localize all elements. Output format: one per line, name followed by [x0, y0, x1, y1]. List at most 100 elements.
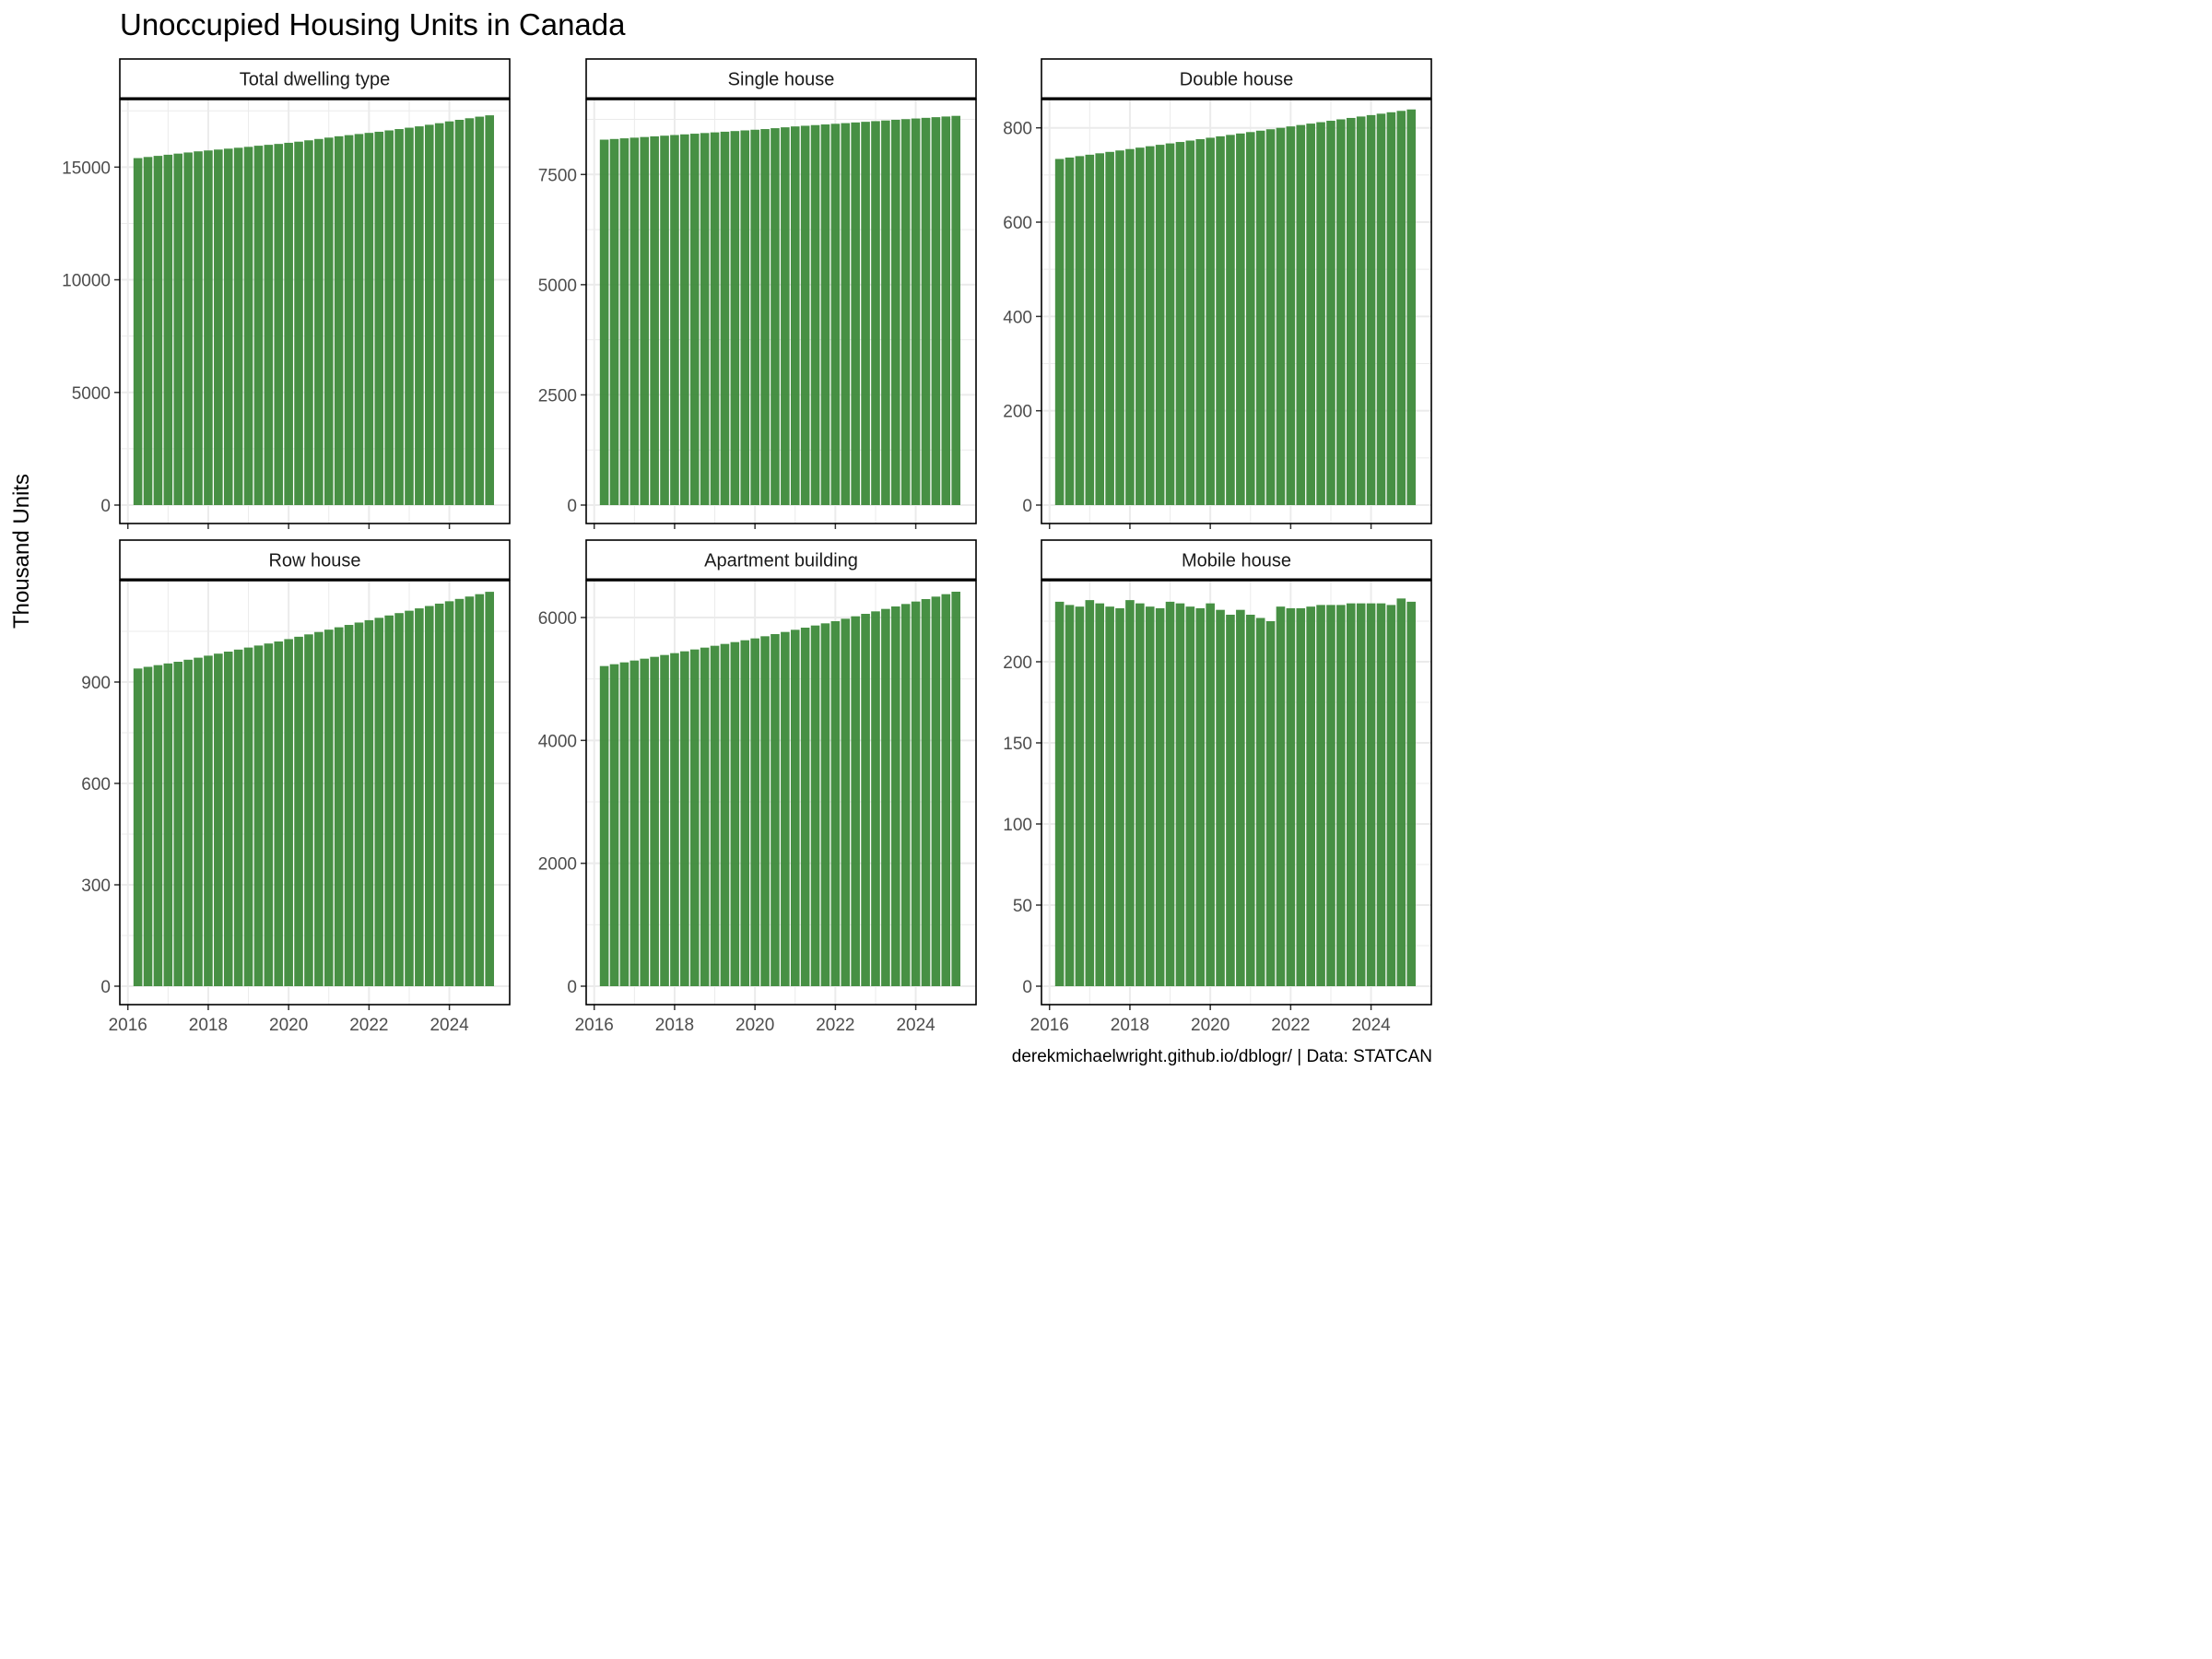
bar: [405, 610, 414, 986]
bar: [640, 658, 650, 986]
bar: [194, 657, 203, 986]
bar: [599, 139, 609, 506]
bar: [881, 120, 890, 505]
facet-panel: Row house 0 300 600 900 2016 2018 2020 2022 2024: [81, 539, 511, 1035]
y-tick-label: 0: [1022, 497, 1032, 516]
chart-title: Unoccupied Housing Units in Canada: [120, 7, 626, 41]
bar: [1216, 609, 1225, 986]
bar: [153, 156, 163, 505]
caption: derekmichaelwright.github.io/dblogr/ | D…: [1011, 1047, 1432, 1066]
y-tick-label: 2000: [538, 855, 577, 875]
bar: [1245, 614, 1255, 986]
bar: [384, 615, 394, 986]
panel-border: [585, 99, 977, 524]
y-tick-label: 900: [81, 674, 111, 693]
y-tick-label: 300: [81, 877, 111, 896]
bar: [700, 133, 710, 505]
bar: [1286, 607, 1296, 986]
bar: [800, 628, 810, 986]
bar: [364, 133, 374, 505]
panel-border: [119, 580, 511, 1006]
bar: [931, 117, 941, 505]
bar: [1195, 607, 1206, 986]
bar: [1135, 147, 1145, 506]
bar: [1206, 137, 1215, 505]
bar: [820, 623, 830, 986]
bar: [444, 121, 454, 505]
bar: [781, 631, 790, 986]
facet-strip: [585, 58, 977, 100]
bar: [1346, 117, 1356, 505]
bar: [680, 651, 689, 986]
y-tick-label: 2500: [538, 386, 577, 406]
y-tick-label: 50: [1013, 897, 1032, 916]
bar: [800, 125, 810, 505]
bar: [1356, 116, 1366, 505]
bar: [424, 124, 434, 505]
y-tick-label: 150: [1003, 735, 1032, 754]
bar: [133, 668, 143, 986]
bar: [324, 137, 334, 506]
bar: [394, 129, 404, 505]
bar: [1336, 605, 1346, 986]
bar: [314, 631, 324, 986]
y-tick-label: 6000: [538, 609, 577, 629]
bar: [465, 596, 475, 986]
bar: [609, 664, 619, 986]
bar: [730, 131, 740, 505]
bar: [1105, 606, 1114, 986]
bar: [640, 136, 650, 506]
bar: [670, 653, 679, 986]
bar: [1145, 606, 1155, 986]
bar: [314, 138, 324, 505]
bar: [599, 665, 609, 986]
bar: [871, 121, 880, 505]
bar: [629, 137, 640, 505]
bar: [1376, 603, 1386, 986]
bar: [1386, 112, 1396, 505]
bar: [475, 116, 485, 506]
bar: [233, 649, 243, 986]
x-tick-label: 2024: [429, 1016, 469, 1035]
bar: [143, 666, 153, 986]
bar: [619, 662, 629, 986]
x-tick-label: 2016: [1030, 1016, 1069, 1035]
x-tick-label: 2020: [269, 1016, 308, 1035]
bar: [415, 608, 424, 986]
bar: [1155, 145, 1165, 505]
bar: [1296, 607, 1306, 986]
bar: [1075, 606, 1085, 986]
bar: [1326, 121, 1335, 505]
bar: [689, 134, 700, 505]
bar: [760, 636, 770, 986]
bar: [444, 601, 454, 986]
bar: [485, 592, 494, 986]
bar: [830, 124, 841, 505]
bar: [660, 135, 669, 505]
facet-title: Apartment building: [704, 551, 858, 571]
bar: [1155, 607, 1165, 986]
bar: [609, 138, 619, 505]
bar: [1276, 606, 1286, 986]
bar: [921, 599, 931, 986]
bar: [710, 132, 720, 505]
panel-border: [1041, 99, 1432, 524]
bar: [1245, 132, 1255, 506]
bar: [1165, 143, 1175, 505]
bar: [1255, 618, 1265, 986]
bar: [781, 127, 790, 505]
bar: [153, 665, 163, 986]
bar: [344, 135, 354, 505]
y-tick-label: 7500: [538, 166, 577, 185]
facet-title: Row house: [268, 551, 360, 571]
bar: [1265, 621, 1276, 986]
bar: [629, 660, 640, 986]
bar: [384, 130, 394, 505]
x-tick-label: 2022: [1271, 1016, 1310, 1035]
bar: [324, 629, 334, 986]
bar: [475, 594, 485, 986]
bar: [1396, 111, 1406, 506]
bar: [1125, 148, 1135, 505]
bar: [1085, 154, 1095, 505]
bar: [1085, 600, 1095, 986]
